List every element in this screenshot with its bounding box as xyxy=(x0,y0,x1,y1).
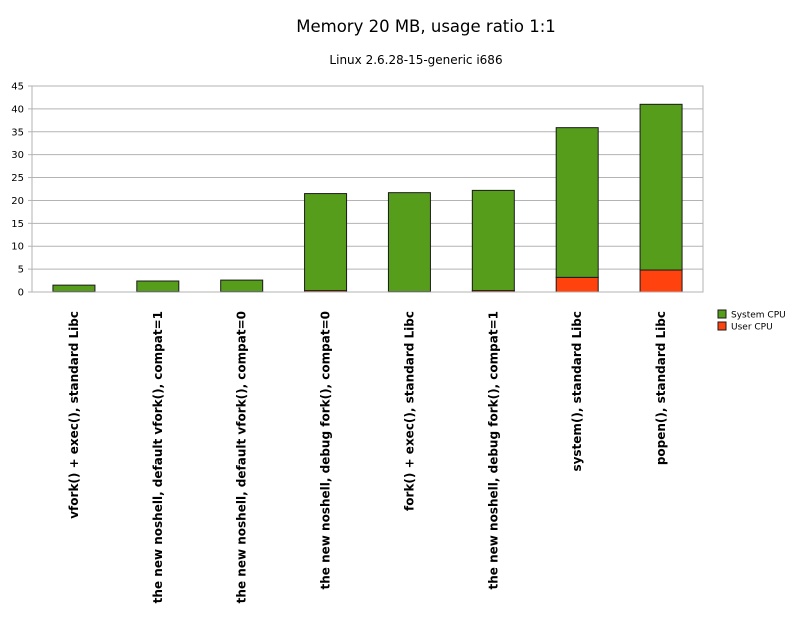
x-tick-label: the new noshell, default vfork(), compat… xyxy=(235,311,249,603)
y-tick-label: 15 xyxy=(11,219,24,230)
category-labels: vfork() + exec(), standard Libc the new n… xyxy=(67,311,668,603)
y-tick-label: 40 xyxy=(11,104,24,115)
plot-area-border xyxy=(31,85,704,293)
bar-system-cpu xyxy=(136,280,180,293)
x-tick-label: vfork() + exec(), standard Libc xyxy=(67,311,81,519)
legend-label: System CPU xyxy=(731,311,786,321)
y-tick-label: 0 xyxy=(18,288,24,299)
bar-system-cpu xyxy=(220,279,264,293)
bars xyxy=(52,103,683,293)
bar-system-cpu xyxy=(304,193,348,292)
y-tick-label: 20 xyxy=(11,196,24,207)
chart-title: Memory 20 MB, usage ratio 1:1 xyxy=(296,17,556,36)
x-tick-label: the new noshell, default vfork(), compat… xyxy=(151,311,165,603)
bar-system-cpu xyxy=(471,189,515,292)
bar-user-cpu xyxy=(639,269,683,293)
legend: System CPU User CPU xyxy=(717,309,786,333)
x-tick-label: the new noshell, debug fork(), compat=0 xyxy=(319,311,333,590)
bar-system-cpu xyxy=(52,284,96,293)
y-tick-label: 5 xyxy=(18,265,24,276)
y-tick-label: 25 xyxy=(11,173,24,184)
x-tick-label: popen(), standard Libc xyxy=(654,311,668,465)
bar-user-cpu xyxy=(555,276,599,293)
x-tick-label: system(), standard Libc xyxy=(570,311,584,472)
y-axis-ticks: 0 5 10 15 20 25 30 35 40 45 xyxy=(11,82,32,299)
x-tick-label: fork() + exec(), standard Libc xyxy=(402,311,416,511)
bar-system-cpu xyxy=(639,103,683,271)
legend-swatch xyxy=(717,321,727,331)
y-tick-label: 10 xyxy=(11,242,24,253)
legend-swatch xyxy=(717,309,727,319)
bar-system-cpu xyxy=(555,127,599,278)
gridlines xyxy=(32,85,703,293)
x-tick-label: the new noshell, debug fork(), compat=1 xyxy=(486,311,500,590)
chart-subtitle: Linux 2.6.28-15-generic i686 xyxy=(329,53,502,67)
bar-system-cpu xyxy=(387,192,431,293)
y-tick-label: 35 xyxy=(11,127,24,138)
y-tick-label: 45 xyxy=(11,82,24,93)
y-tick-label: 30 xyxy=(11,150,24,161)
legend-label: User CPU xyxy=(731,323,773,333)
